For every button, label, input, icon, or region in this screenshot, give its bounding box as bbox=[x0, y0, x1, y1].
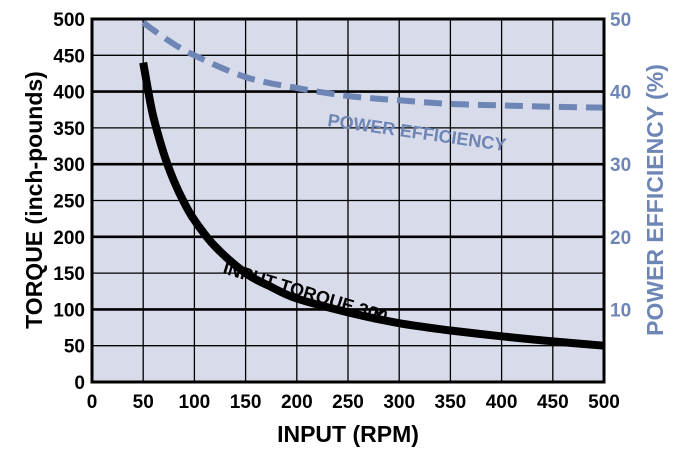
y2-axis-title: POWER EFFICIENCY (%) bbox=[642, 64, 668, 336]
y2-tick-label: 10 bbox=[610, 300, 631, 321]
y-tick-label: 0 bbox=[74, 373, 85, 394]
y-tick-label: 200 bbox=[53, 228, 85, 249]
y2-tick-label: 30 bbox=[610, 155, 631, 176]
y-tick-label: 50 bbox=[64, 337, 85, 358]
y-tick-labels: 0 50 100 150 200 250 300 350 400 450 500 bbox=[53, 10, 85, 394]
x-tick-label: 450 bbox=[537, 392, 569, 413]
x-tick-label: 100 bbox=[179, 392, 211, 413]
y2-tick-label: 40 bbox=[610, 83, 631, 104]
x-tick-label: 350 bbox=[435, 392, 467, 413]
y2-tick-labels: 10 20 30 40 50 bbox=[610, 10, 631, 321]
x-tick-label: 50 bbox=[133, 392, 154, 413]
y-tick-label: 500 bbox=[53, 10, 85, 31]
x-tick-label: 500 bbox=[588, 392, 620, 413]
x-tick-label: 200 bbox=[281, 392, 313, 413]
y-tick-label: 100 bbox=[53, 300, 85, 321]
x-tick-label: 250 bbox=[332, 392, 364, 413]
y-tick-label: 400 bbox=[53, 83, 85, 104]
x-tick-label: 0 bbox=[87, 392, 98, 413]
y-tick-label: 300 bbox=[53, 155, 85, 176]
y-axis-title: TORQUE (inch-pounds) bbox=[21, 71, 47, 329]
y-tick-label: 250 bbox=[53, 192, 85, 213]
torque-annotation-suffix: Y bbox=[370, 303, 387, 326]
y-tick-label: 350 bbox=[53, 119, 85, 140]
plot-frame bbox=[90, 17, 606, 384]
x-tick-label: 150 bbox=[230, 392, 262, 413]
x-tick-labels: 0 50 100 150 200 250 300 350 400 450 500 bbox=[87, 392, 620, 413]
y-tick-label: 450 bbox=[53, 46, 85, 67]
series-layer bbox=[139, 20, 605, 350]
input-torque-line bbox=[139, 61, 605, 350]
power-efficiency-line bbox=[141, 20, 605, 111]
x-tick-label: 400 bbox=[486, 392, 518, 413]
x-tick-label: 300 bbox=[383, 392, 415, 413]
y2-tick-label: 50 bbox=[610, 10, 631, 31]
x-axis-title: INPUT (RPM) bbox=[277, 421, 419, 447]
y2-tick-label: 20 bbox=[610, 228, 631, 249]
y-tick-label: 150 bbox=[53, 264, 85, 285]
